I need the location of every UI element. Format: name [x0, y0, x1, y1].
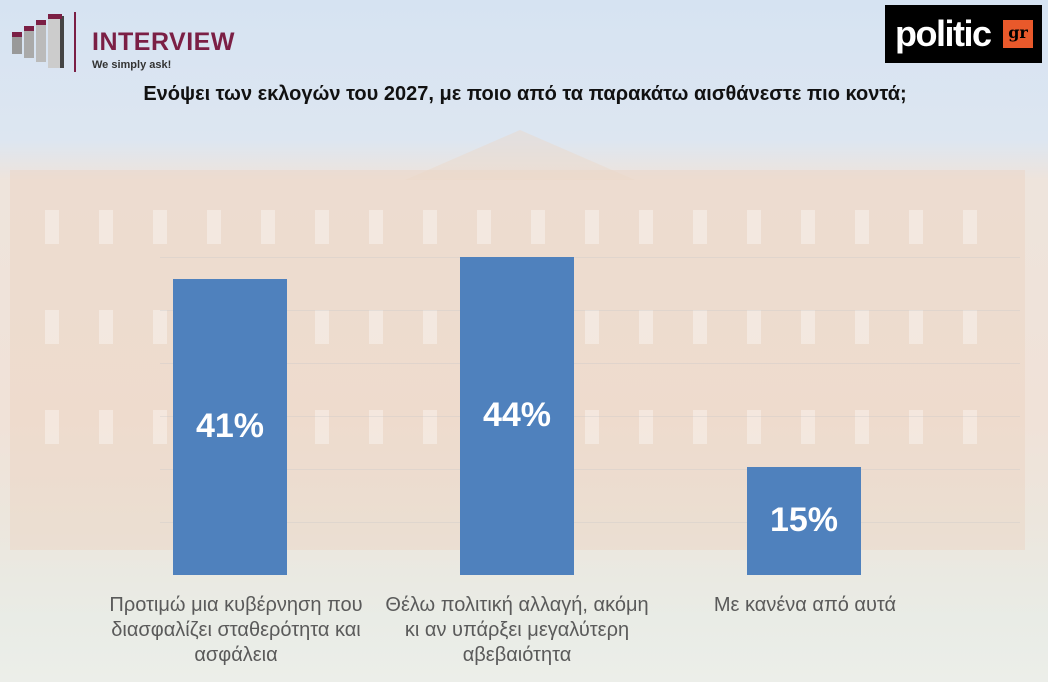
background-window [99, 210, 113, 244]
background-window [855, 310, 869, 344]
bar-1 [173, 278, 287, 575]
background-window [909, 310, 923, 344]
background-window [693, 210, 707, 244]
background-window [801, 310, 815, 344]
background-window [369, 210, 383, 244]
background-window [855, 210, 869, 244]
background-window [45, 410, 59, 444]
gridline [160, 522, 1020, 523]
background-window [693, 310, 707, 344]
background-window [423, 210, 437, 244]
background-window [855, 410, 869, 444]
bar-3 [747, 466, 861, 575]
background-window [639, 410, 653, 444]
bar-stack-logo-icon [12, 12, 76, 72]
background-window [909, 210, 923, 244]
background-window [315, 210, 329, 244]
background-window [153, 210, 167, 244]
background-window [801, 210, 815, 244]
politic-logo-suffix: gr [1003, 20, 1033, 48]
politic-gr-logo: politic gr [885, 5, 1042, 63]
background-window [585, 410, 599, 444]
background-window [369, 410, 383, 444]
background-window [585, 310, 599, 344]
background-window [315, 410, 329, 444]
background-window [45, 210, 59, 244]
background-window [369, 310, 383, 344]
interview-tagline: We simply ask! [92, 59, 172, 71]
background-pediment [405, 130, 635, 180]
background-window [531, 210, 545, 244]
background-window [747, 310, 761, 344]
background-window [639, 310, 653, 344]
background-window [909, 410, 923, 444]
background-window [747, 410, 761, 444]
background-window [423, 410, 437, 444]
category-label: Προτιμώ μια κυβέρνηση που διασφαλίζει στ… [109, 594, 363, 666]
interview-logo-text: INTERVIEW [92, 28, 235, 56]
politic-logo-text: politic [895, 14, 992, 54]
background-window [477, 210, 491, 244]
chart-title: Ενόψει των εκλογών του 2027, με ποιο από… [143, 83, 907, 105]
gridline [160, 310, 1020, 311]
category-label: Με κανένα από αυτά [713, 594, 897, 616]
background-window [99, 310, 113, 344]
background-window [963, 310, 977, 344]
category-label: Θέλω πολιτική αλλαγή, ακόμη κι αν υπάρξε… [385, 594, 649, 666]
background-window [207, 210, 221, 244]
background-window [963, 410, 977, 444]
background-window [423, 310, 437, 344]
background-window [153, 410, 167, 444]
background-window [693, 410, 707, 444]
bar-2 [460, 257, 574, 575]
gridline [160, 416, 1020, 417]
background-window [99, 410, 113, 444]
data-label: 44% [482, 396, 552, 434]
interview-logo: INTERVIEW We simply ask! [10, 12, 250, 72]
background-window [585, 210, 599, 244]
background-window [747, 210, 761, 244]
gridline [160, 257, 1020, 258]
background-window [801, 410, 815, 444]
background-window [153, 310, 167, 344]
background-window [315, 310, 329, 344]
data-label: 41% [195, 406, 265, 445]
data-label: 15% [769, 500, 839, 539]
background-window [45, 310, 59, 344]
gridline [160, 363, 1020, 364]
background-window [639, 210, 653, 244]
background-window [261, 210, 275, 244]
gridline [160, 469, 1020, 470]
background-window [963, 210, 977, 244]
